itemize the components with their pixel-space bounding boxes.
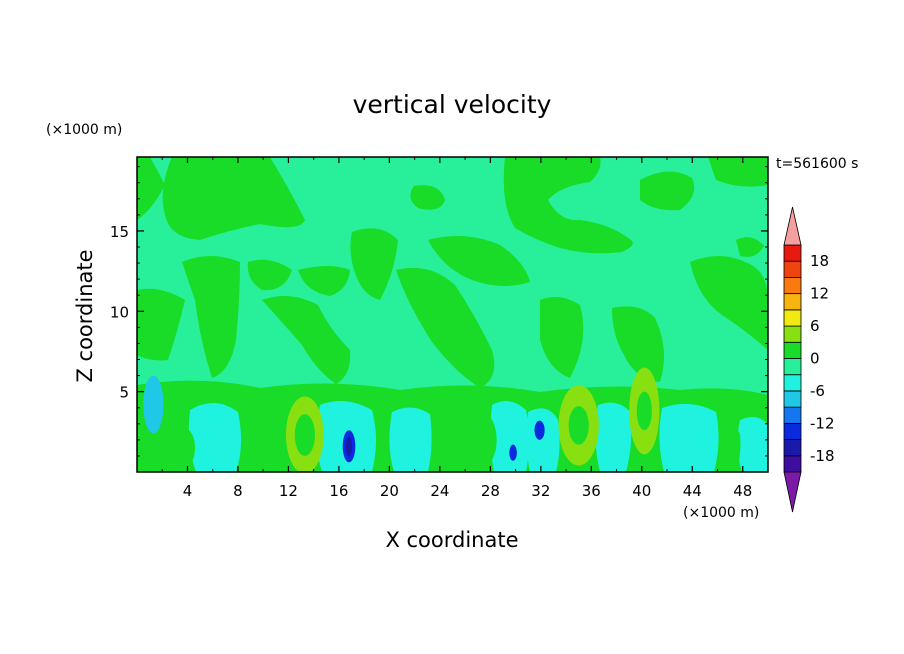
contour-region-green [540, 296, 584, 378]
x-tick-label: 4 [183, 482, 193, 500]
contour-region-cyan [659, 403, 719, 472]
contour-cell [174, 428, 196, 468]
contour-cell [568, 406, 589, 445]
colorbar-segment [783, 341, 802, 359]
contour-field [137, 157, 768, 472]
colorbar-segment [783, 406, 802, 424]
colorbar-segment [783, 439, 802, 457]
contour-cell [143, 375, 164, 434]
contour-region-green [722, 426, 741, 472]
y-axis-label: Z coordinate [73, 249, 97, 382]
y-unit-label: (×1000 m) [46, 122, 122, 138]
contour-region-green [182, 256, 240, 378]
plot-frame [136, 156, 769, 473]
x-tick-label: 48 [733, 482, 752, 500]
contour-region-green [503, 157, 633, 254]
contour-region-green [137, 288, 185, 361]
contour-region-cyan [490, 401, 529, 472]
contour-region-cyan [389, 407, 432, 472]
x-tick-label: 32 [531, 482, 550, 500]
colorbar-extend-low [783, 471, 802, 513]
x-tick-label: 16 [329, 482, 348, 500]
contour-region-green [247, 259, 292, 291]
colorbar-tick-label: 12 [810, 285, 829, 303]
colorbar-segment [783, 260, 802, 278]
colorbar-tick-label: -18 [810, 447, 835, 465]
colorbar: 18 12 6 0 -6 -12 -18 [783, 206, 835, 513]
contour-region-green [137, 157, 165, 220]
colorbar-tick-label: 0 [810, 350, 820, 368]
x-tick-label: 40 [632, 482, 651, 500]
contour-region-green [298, 266, 350, 296]
colorbar-segment [783, 374, 802, 392]
contour-region-green [396, 267, 495, 388]
colorbar-segment [783, 325, 802, 343]
contour-region-cyan [526, 408, 560, 472]
contour-region-green [262, 296, 351, 384]
colorbar-segment [783, 422, 802, 440]
colorbar-tick-label: 18 [810, 252, 829, 270]
y-tick-label: 5 [119, 384, 129, 402]
x-tick-label: 8 [233, 482, 243, 500]
x-tick-label: 12 [279, 482, 298, 500]
contour-cell [294, 414, 315, 456]
contour-region-cyan [737, 416, 768, 472]
contour-region-cyan [595, 402, 632, 472]
colorbar-segment [783, 293, 802, 311]
colorbar-segment [783, 455, 802, 473]
contour-region-green [428, 236, 530, 286]
contour-region-green [612, 306, 664, 382]
y-axis: 5 10 15 [110, 166, 768, 457]
contour-region-cyan [188, 402, 242, 472]
x-tick-label: 28 [481, 482, 500, 500]
contour-region-green [350, 228, 398, 300]
contour-cell [509, 444, 517, 461]
x-tick-label: 44 [683, 482, 702, 500]
colorbar-segment [783, 277, 802, 295]
x-axis-label: X coordinate [385, 528, 518, 552]
x-tick-label: 36 [582, 482, 601, 500]
contour-region-green [162, 157, 305, 240]
colorbar-extend-high [783, 206, 802, 246]
contour-cell [534, 420, 545, 440]
x-tick-label: 24 [430, 482, 449, 500]
colorbar-segment [783, 309, 802, 327]
colorbar-segment [783, 390, 802, 408]
contour-cells [143, 367, 660, 472]
x-unit-label: (×1000 m) [683, 505, 759, 521]
contour-cell [636, 391, 652, 431]
contour-cell [471, 414, 497, 466]
contour-region-green [447, 413, 479, 472]
x-axis: 4 8 12 16 20 24 28 32 36 40 44 48 [161, 157, 752, 500]
colorbar-segment [783, 358, 802, 376]
contour-region-green [410, 185, 445, 210]
contour-cell [345, 436, 353, 456]
contour-region-green [708, 157, 768, 187]
y-tick-label: 10 [110, 303, 129, 321]
colorbar-segment [783, 244, 802, 262]
y-tick-label: 15 [110, 223, 129, 241]
contour-region-green [690, 256, 768, 350]
chart-title: vertical velocity [353, 90, 552, 119]
contour-region-green [736, 237, 764, 257]
x-tick-label: 20 [380, 482, 399, 500]
colorbar-tick-label: 6 [810, 317, 820, 335]
colorbar-tick-label: -6 [810, 382, 825, 400]
contour-region-green [640, 171, 695, 211]
contour-region-green [251, 416, 279, 472]
time-label: t=561600 s [776, 156, 858, 172]
colorbar-tick-label: -12 [810, 414, 835, 432]
